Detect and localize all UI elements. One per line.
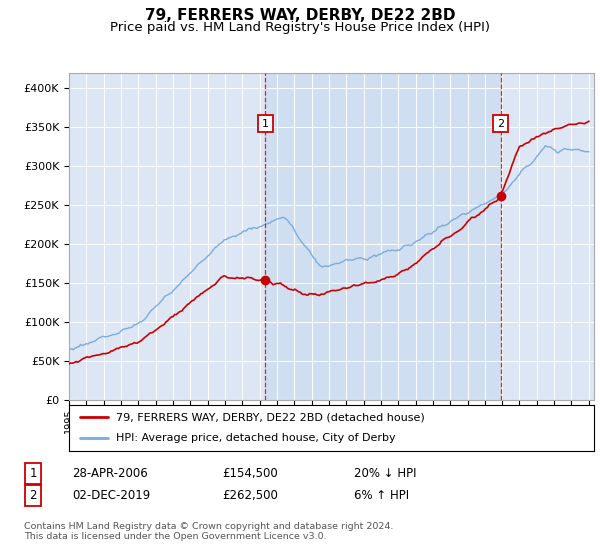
Text: 79, FERRERS WAY, DERBY, DE22 2BD: 79, FERRERS WAY, DERBY, DE22 2BD <box>145 8 455 24</box>
Text: 2: 2 <box>497 119 505 128</box>
Text: 2: 2 <box>29 489 37 502</box>
Text: Price paid vs. HM Land Registry's House Price Index (HPI): Price paid vs. HM Land Registry's House … <box>110 21 490 34</box>
Text: HPI: Average price, detached house, City of Derby: HPI: Average price, detached house, City… <box>116 433 396 444</box>
Text: £154,500: £154,500 <box>222 466 278 480</box>
Text: £262,500: £262,500 <box>222 489 278 502</box>
Text: 1: 1 <box>29 466 37 480</box>
Text: 6% ↑ HPI: 6% ↑ HPI <box>354 489 409 502</box>
Text: 79, FERRERS WAY, DERBY, DE22 2BD (detached house): 79, FERRERS WAY, DERBY, DE22 2BD (detach… <box>116 412 425 422</box>
Text: 20% ↓ HPI: 20% ↓ HPI <box>354 466 416 480</box>
Text: 02-DEC-2019: 02-DEC-2019 <box>72 489 150 502</box>
Text: Contains HM Land Registry data © Crown copyright and database right 2024.
This d: Contains HM Land Registry data © Crown c… <box>24 522 394 542</box>
Text: 1: 1 <box>262 119 269 128</box>
Text: 28-APR-2006: 28-APR-2006 <box>72 466 148 480</box>
Bar <box>265 73 501 400</box>
